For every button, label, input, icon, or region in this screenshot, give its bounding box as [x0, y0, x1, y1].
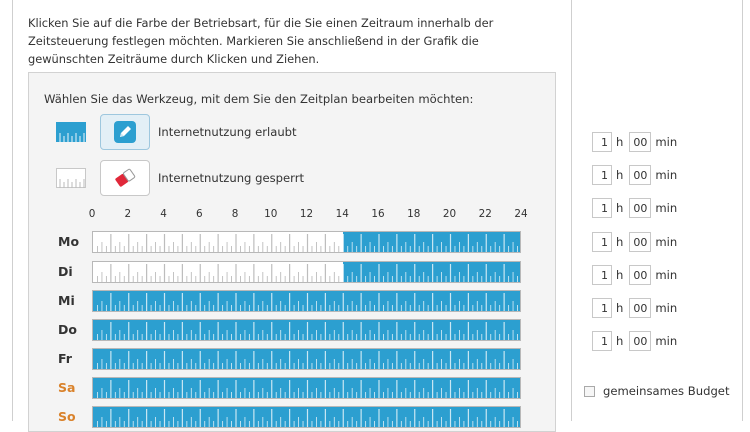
hour-label: 0: [88, 208, 96, 220]
content-border-right: [571, 0, 572, 421]
hours-input[interactable]: 1: [592, 198, 612, 218]
hours-input[interactable]: 1: [592, 331, 612, 351]
minutes-unit-label: min: [655, 334, 678, 348]
minutes-unit-label: min: [655, 201, 678, 215]
day-label: So: [58, 409, 76, 424]
minutes-input[interactable]: 00: [629, 331, 652, 351]
time-limit-row: 1 h 00 min: [592, 297, 677, 319]
day-label: Fr: [58, 351, 72, 366]
hours-input[interactable]: 1: [592, 132, 612, 152]
hours-unit-label: h: [616, 168, 624, 182]
day-schedule-bar[interactable]: [92, 290, 521, 312]
hour-label: 8: [231, 208, 239, 220]
hour-label: 20: [442, 208, 457, 220]
hour-label: 18: [407, 208, 421, 220]
quarter-hour-ticks: [97, 409, 518, 427]
quarter-hour-ticks: [97, 234, 518, 252]
day-schedule-bar[interactable]: [92, 231, 521, 253]
quarter-hour-ticks: [97, 351, 518, 369]
day-label: Sa: [58, 380, 76, 395]
tool-row-allowed: Internetnutzung erlaubt: [56, 114, 297, 150]
blocked-swatch[interactable]: [56, 168, 86, 188]
minutes-unit-label: min: [655, 168, 678, 182]
day-schedule-bar[interactable]: [92, 377, 521, 399]
day-schedule-bar[interactable]: [92, 261, 521, 283]
panel-title: Wählen Sie das Werkzeug, mit dem Sie den…: [44, 92, 474, 106]
quarter-hour-ticks: [97, 322, 518, 340]
hour-axis: 0 2 4 6 8 10 12 14 16 18 20 22 24: [0, 208, 560, 222]
shared-budget-label: gemeinsames Budget: [603, 384, 730, 398]
sidebar-border-right: [742, 0, 743, 421]
intro-text: Klicken Sie auf die Farbe der Betriebsar…: [28, 16, 494, 66]
allowed-tool-label: Internetnutzung erlaubt: [158, 125, 297, 139]
hour-label: 2: [124, 208, 132, 220]
allowed-swatch[interactable]: [56, 122, 86, 142]
eraser-icon: [115, 168, 136, 187]
day-schedule-bar[interactable]: [92, 348, 521, 370]
quarter-hour-ticks: [97, 293, 518, 311]
hours-input[interactable]: 1: [592, 165, 612, 185]
hour-label: 12: [299, 208, 314, 220]
day-label: Mi: [58, 293, 75, 308]
day-label: Di: [58, 264, 73, 279]
day-label: Do: [58, 322, 77, 337]
allowed-tool-button[interactable]: [100, 114, 150, 150]
hour-label: 24: [514, 208, 528, 220]
hours-input[interactable]: 1: [592, 298, 612, 318]
time-limit-row: 1 h 00 min: [592, 131, 677, 153]
minutes-unit-label: min: [655, 268, 678, 282]
shared-budget-option: gemeinsames Budget: [584, 384, 729, 398]
time-limit-row: 1 h 00 min: [592, 231, 677, 253]
minutes-input[interactable]: 00: [629, 132, 652, 152]
allowed-segment[interactable]: [343, 262, 520, 282]
minutes-unit-label: min: [655, 235, 678, 249]
hours-unit-label: h: [616, 334, 624, 348]
time-limit-row: 1 h 00 min: [592, 197, 677, 219]
hour-label: 6: [195, 208, 203, 220]
day-label: Mo: [58, 234, 80, 249]
quarter-hour-ticks: [97, 380, 518, 398]
tool-row-blocked: Internetnutzung gesperrt: [56, 160, 304, 196]
allowed-segment[interactable]: [343, 232, 520, 252]
minutes-input[interactable]: 00: [629, 198, 652, 218]
hours-input[interactable]: 1: [592, 232, 612, 252]
hours-unit-label: h: [616, 201, 624, 215]
minutes-input[interactable]: 00: [629, 232, 652, 252]
hour-label: 4: [160, 208, 167, 220]
hours-unit-label: h: [616, 235, 624, 249]
blocked-tool-label: Internetnutzung gesperrt: [158, 171, 305, 185]
minutes-input[interactable]: 00: [629, 265, 652, 285]
minutes-unit-label: min: [655, 135, 678, 149]
shared-budget-checkbox[interactable]: [584, 385, 595, 397]
hours-unit-label: h: [616, 268, 624, 282]
hours-unit-label: h: [616, 301, 624, 315]
blocked-tool-button[interactable]: [100, 160, 150, 196]
hour-label: 10: [264, 208, 278, 220]
minutes-unit-label: min: [655, 301, 678, 315]
time-limit-row: 1 h 00 min: [592, 330, 677, 352]
minutes-input[interactable]: 00: [629, 165, 652, 185]
pencil-icon: [114, 121, 136, 143]
time-limit-row: 1 h 00 min: [592, 264, 677, 286]
content-border-left: [12, 0, 13, 421]
minutes-input[interactable]: 00: [629, 298, 652, 318]
hours-input[interactable]: 1: [592, 265, 612, 285]
hour-label: 16: [371, 208, 385, 220]
day-schedule-bar[interactable]: [92, 319, 521, 341]
day-schedule-bar[interactable]: [92, 406, 521, 428]
hour-label: 22: [478, 208, 492, 220]
hours-unit-label: h: [616, 135, 624, 149]
quarter-hour-ticks: [97, 264, 518, 282]
time-limit-row: 1 h 00 min: [592, 164, 677, 186]
hour-label: 14: [335, 208, 349, 220]
